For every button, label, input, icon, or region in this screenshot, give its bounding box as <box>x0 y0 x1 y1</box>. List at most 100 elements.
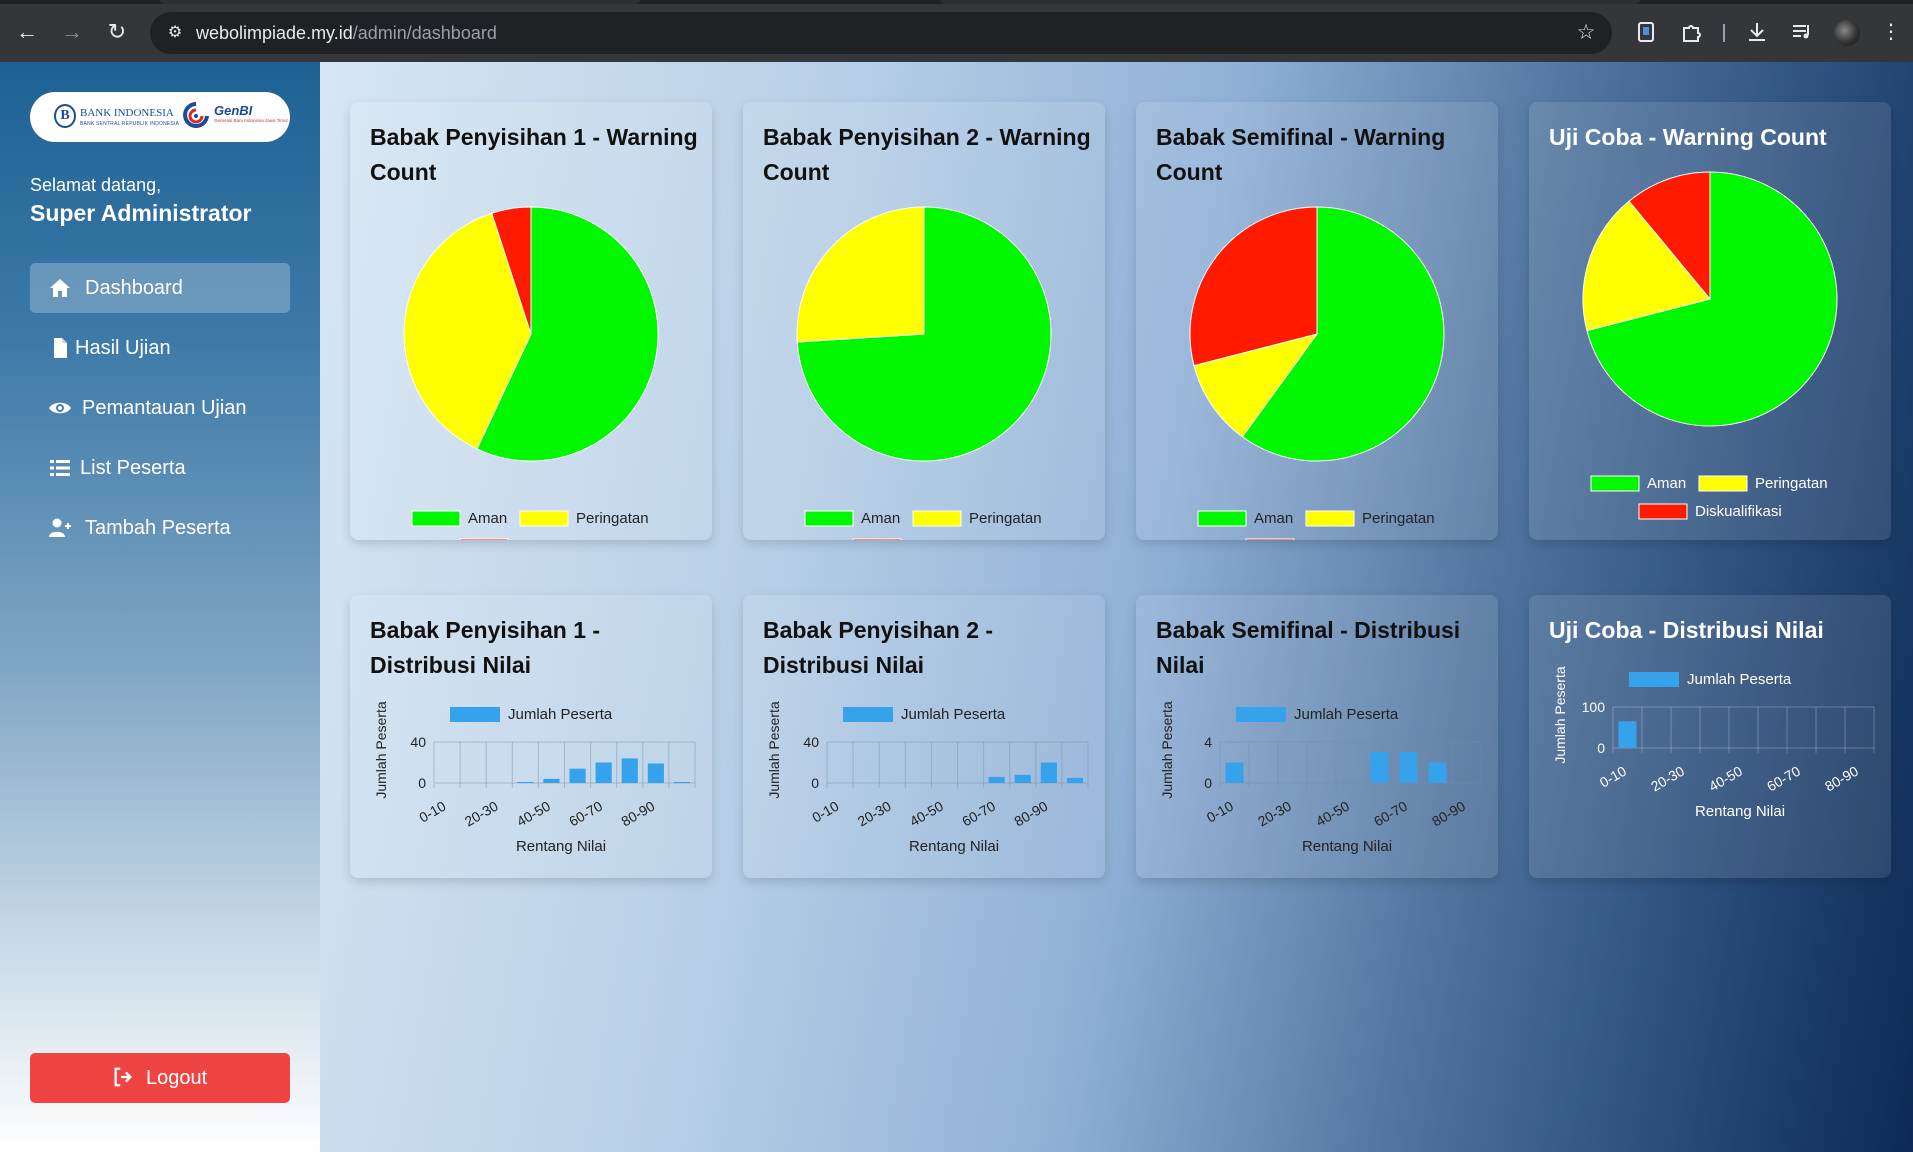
x-tick-label: 40-50 <box>1706 763 1745 795</box>
legend-label: Diskualifikasi <box>1302 538 1389 540</box>
sidebar-item-pemantauan-ujian[interactable]: Pemantauan Ujian <box>30 383 290 433</box>
sidebar-item-dashboard[interactable]: Dashboard <box>30 263 290 313</box>
x-axis-label: Rentang Nilai <box>909 838 999 855</box>
genbi-logo-text: GenBI <box>214 103 253 118</box>
pie-slice-diskualifikasi <box>1189 206 1318 367</box>
home-icon <box>50 279 70 297</box>
legend-swatch <box>1590 475 1640 492</box>
back-icon[interactable]: ← <box>16 19 38 44</box>
y-tick-label: 0 <box>1597 740 1605 756</box>
sidebar-item-tambah-peserta[interactable]: Tambah Peserta <box>30 503 290 553</box>
legend-label: Peringatan <box>576 510 649 527</box>
legend-label: Aman <box>468 510 507 527</box>
bar <box>1370 752 1389 783</box>
download-icon[interactable] <box>1742 17 1772 47</box>
user-plus-icon <box>49 518 71 537</box>
profile-avatar[interactable] <box>1834 20 1860 46</box>
legend-swatch <box>1197 510 1247 527</box>
y-tick-label: 4 <box>1204 734 1212 750</box>
bar <box>988 776 1005 783</box>
bar <box>1399 752 1418 783</box>
site-settings-icon[interactable]: ⚙ <box>167 24 183 41</box>
list-icon <box>50 460 70 476</box>
bank-indonesia-logo-subtext: BANK SENTRAL REPUBLIK INDONESIA <box>80 121 180 127</box>
legend-swatch <box>804 510 854 527</box>
legend-swatch <box>519 510 569 527</box>
sidebar-item-list-peserta[interactable]: List Peserta <box>30 443 290 493</box>
pie-slice-aman <box>1241 206 1445 462</box>
address-bar[interactable]: ⚙ webolimpiade.my.id/admin/dashboard ☆ <box>150 12 1612 54</box>
tab-strip <box>0 0 1913 4</box>
legend-label: Aman <box>1647 475 1686 492</box>
legend-label: Jumlah Peserta <box>508 706 613 723</box>
legend-swatch <box>1236 707 1286 722</box>
y-tick-label: 100 <box>1582 699 1606 715</box>
pie-slice-aman <box>476 206 659 462</box>
menu-icon[interactable]: ⋮ <box>1881 21 1901 43</box>
x-tick-label: 40-50 <box>514 798 553 830</box>
card-title: Babak Penyisihan 1 - Warning Count <box>370 124 698 185</box>
legend-label: Diskualifikasi <box>1695 503 1782 520</box>
bookmark-star-icon[interactable]: ☆ <box>1576 21 1596 44</box>
card-title: Babak Semifinal - Warning Count <box>1156 124 1446 185</box>
forward-icon[interactable]: → <box>61 19 83 44</box>
bar <box>621 758 638 783</box>
media-control-icon[interactable] <box>1787 17 1817 47</box>
y-axis-label: Jumlah Peserta <box>766 701 782 798</box>
warning-count-card: Uji Coba - Warning Count Aman Peringatan D… <box>1529 102 1891 540</box>
distribusi-nilai-card: Babak Penyisihan 2 - Distribusi Nilai Ju… <box>743 595 1105 878</box>
legend-label: Peringatan <box>1362 510 1435 527</box>
url-text[interactable]: webolimpiade.my.id/admin/dashboard <box>196 23 497 44</box>
distribusi-nilai-card: Babak Penyisihan 1 - Distribusi Nilai Ju… <box>350 595 712 878</box>
bank-indonesia-logo-text: BANK INDONESIA <box>80 107 174 119</box>
pie-slice-diskualifikasi <box>1628 171 1711 301</box>
bar <box>673 781 691 783</box>
sidebar-item-label: Dashboard <box>85 277 183 299</box>
bar-chart: Jumlah Peserta 0 40 0-10 20-30 40-50 60-70 80-9… <box>373 701 696 855</box>
card-title: Uji Coba - Distribusi Nilai <box>1549 617 1824 643</box>
distribusi-nilai-card: Uji Coba - Distribusi Nilai Jumlah Peser… <box>1529 595 1891 878</box>
pie-slice-aman <box>1586 171 1838 427</box>
warning-count-card: Babak Penyisihan 2 - Warning Count Aman P… <box>743 102 1105 540</box>
bar <box>1618 721 1637 748</box>
sidebar-item-label: List Peserta <box>80 457 186 479</box>
y-axis-label: Jumlah Peserta <box>1159 701 1175 798</box>
x-tick-label: 60-70 <box>566 798 605 830</box>
legend-swatch <box>459 538 509 540</box>
legend-label: Aman <box>1254 510 1293 527</box>
x-tick-label: 0-10 <box>1597 763 1629 791</box>
genbi-logo-subtext: Generasi Baru Indonesia Jawa Timur <box>214 118 289 123</box>
y-tick-label: 40 <box>410 734 426 750</box>
bar <box>1225 762 1244 783</box>
sidebar-item-hasil-ujian[interactable]: Hasil Ujian <box>30 323 290 373</box>
user-name: Super Administrator <box>30 200 252 226</box>
x-axis-label: Rentang Nilai <box>516 838 606 855</box>
legend-swatch <box>912 510 962 527</box>
eye-icon <box>49 402 71 414</box>
logout-button[interactable]: Logout <box>30 1053 290 1103</box>
y-tick-label: 0 <box>418 775 426 791</box>
card-title: Babak Semifinal - Distribusi Nilai <box>1156 617 1461 678</box>
legend-label: Jumlah Peserta <box>1294 706 1399 723</box>
x-tick-label: 0-10 <box>809 798 841 826</box>
legend-label: Aman <box>861 510 900 527</box>
x-tick-label: 20-30 <box>1648 763 1687 795</box>
bank-indonesia-logo-mark: B <box>54 104 76 128</box>
y-tick-label: 40 <box>803 734 819 750</box>
x-tick-label: 0-10 <box>1204 798 1236 826</box>
card-title: Babak Penyisihan 2 - Warning Count <box>763 124 1091 185</box>
x-axis-label: Rentang Nilai <box>1302 838 1392 855</box>
puzzle-icon[interactable] <box>1676 17 1706 47</box>
bar <box>569 768 586 783</box>
legend-label: Jumlah Peserta <box>901 706 1006 723</box>
x-axis-label: Rentang Nilai <box>1695 803 1785 820</box>
pie-chart: Aman Peringatan Diskualifikasi <box>1189 206 1445 540</box>
pie-chart: Aman Peringatan Diskualifikasi <box>403 206 659 540</box>
sidebar-item-label: Hasil Ujian <box>75 337 171 359</box>
pie-slice-peringatan <box>1582 200 1711 332</box>
legend-label: Diskualifikasi <box>909 538 996 540</box>
card-title: Babak Penyisihan 1 - Distribusi Nilai <box>370 617 601 678</box>
extension-icon[interactable] <box>1631 17 1661 47</box>
reload-icon[interactable]: ↻ <box>107 19 127 44</box>
pie-chart: Aman Peringatan Diskualifikasi <box>796 206 1052 540</box>
